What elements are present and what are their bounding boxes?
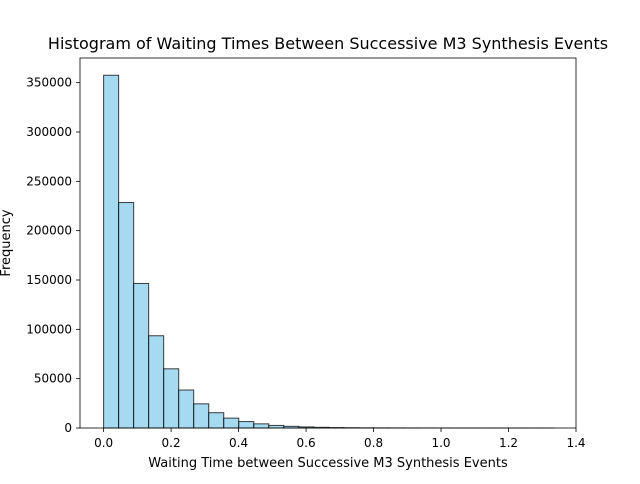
histogram-bar — [209, 413, 224, 428]
histogram-bar — [254, 424, 269, 428]
histogram-bar — [119, 203, 134, 428]
y-tick-label: 50000 — [34, 372, 72, 386]
x-tick-label: 1.0 — [431, 436, 450, 450]
histogram-bar — [134, 283, 149, 428]
histogram-bar — [194, 404, 209, 428]
y-tick-label: 350000 — [26, 76, 72, 90]
x-tick-label: 0.6 — [297, 436, 316, 450]
histogram-bar — [224, 418, 239, 428]
chart-title: Histogram of Waiting Times Between Succe… — [48, 34, 608, 53]
y-axis-label: Frequency — [0, 209, 14, 276]
y-tick-label: 300000 — [26, 125, 72, 139]
histogram-bar — [179, 390, 194, 428]
y-tick-label: 0 — [64, 421, 72, 435]
x-tick-label: 0.0 — [94, 436, 113, 450]
histogram-bar — [164, 369, 179, 428]
x-tick-label: 1.2 — [499, 436, 518, 450]
x-axis-label: Waiting Time between Successive M3 Synth… — [148, 456, 508, 471]
y-tick-label: 200000 — [26, 224, 72, 238]
x-tick-label: 0.4 — [229, 436, 248, 450]
x-tick-label: 1.4 — [566, 436, 585, 450]
x-tick-label: 0.2 — [162, 436, 181, 450]
histogram-bar — [149, 336, 164, 428]
y-tick-label: 150000 — [26, 273, 72, 287]
y-tick-label: 100000 — [26, 322, 72, 336]
histogram-bar — [239, 422, 254, 428]
x-tick-label: 0.8 — [364, 436, 383, 450]
histogram-bar — [104, 75, 119, 428]
y-tick-label: 250000 — [26, 174, 72, 188]
